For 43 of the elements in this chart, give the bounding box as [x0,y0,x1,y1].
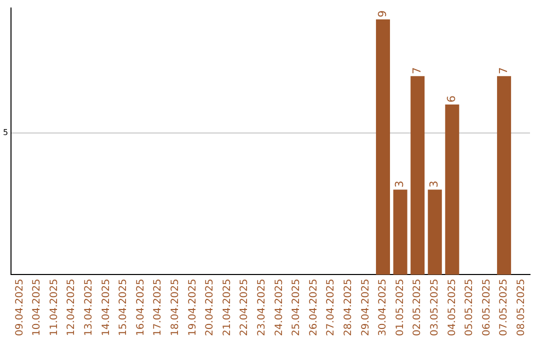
x-tick-label: 05.05.2025 [464,278,476,336]
data-label: 7 [496,67,510,74]
x-tick-label: 28.04.2025 [342,278,354,336]
x-tick-label: 10.04.2025 [32,278,43,336]
data-label: 9 [376,10,389,18]
x-tick-label: 27.04.2025 [326,278,337,336]
x-tick-label: 03.05.2025 [429,278,440,336]
x-tick-label: 01.05.2025 [394,278,406,336]
bar [428,190,442,275]
x-tick-label: 17.04.2025 [152,278,164,336]
bar [376,19,390,275]
x-tick-label: 19.04.2025 [187,278,198,336]
x-tick-label: 14.04.2025 [100,278,112,336]
y-tick-label: 5 [2,128,8,137]
x-tick-label: 08.05.2025 [516,278,527,336]
x-tick-label: 29.04.2025 [360,278,372,336]
x-tick-label: 24.04.2025 [274,278,285,336]
x-tick-label: 30.04.2025 [378,278,389,336]
bar [410,76,425,275]
data-label: 3 [428,180,441,188]
x-tick-label: 12.04.2025 [66,278,78,336]
data-label: 6 [445,95,458,102]
x-tick-label: 20.04.2025 [204,278,216,336]
x-tick-label: 16.04.2025 [135,278,146,336]
x-tick-label: 04.05.2025 [446,278,458,336]
bar [393,190,408,275]
x-tick-label: 26.04.2025 [308,278,320,336]
data-label: 3 [393,180,406,188]
x-tick-label: 22.04.2025 [239,278,250,336]
x-tick-label: 25.04.2025 [291,278,302,336]
bar [445,104,460,275]
x-tick-label: 11.04.2025 [48,278,60,336]
data-label: 7 [410,67,424,74]
bar [497,76,512,275]
x-tick-label: 21.04.2025 [222,278,233,336]
x-tick-label: 15.04.2025 [118,278,130,336]
x-tick-label: 02.05.2025 [412,278,424,336]
x-tick-label: 23.04.2025 [256,278,268,336]
x-tick-label: 07.05.2025 [498,278,510,336]
x-tick-label: 13.04.2025 [84,278,95,336]
x-tick-label: 18.04.2025 [170,278,182,336]
x-tick-label: 06.05.2025 [481,278,492,336]
x-tick-label: 09.04.2025 [14,278,26,336]
